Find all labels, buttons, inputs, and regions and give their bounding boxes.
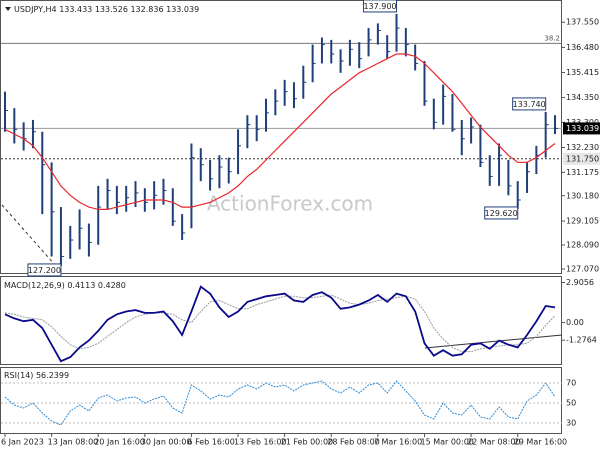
annotation-label: 133.740: [513, 100, 546, 109]
macd-value: 0.4280: [98, 281, 126, 290]
macd-title: MACD(12,26,9): [4, 281, 65, 290]
annotation-box: [484, 206, 519, 220]
y-tick-label: 135.415: [566, 68, 599, 77]
current-price-box: [563, 122, 600, 135]
x-tick-label: 6 Jan 2023: [1, 438, 44, 447]
x-tick-label: 7 Mar 16:00: [374, 438, 422, 447]
y-tick-label: 129.105: [566, 217, 599, 226]
y-tick-label: 131.175: [566, 168, 599, 177]
y-tick-label: 130.180: [566, 191, 599, 200]
macd-y-tick-label: 0.00: [566, 318, 584, 327]
x-tick-label: 22 Mar 08:00: [467, 438, 520, 447]
main-panel: [0, 0, 562, 274]
ohlc-close: 133.039: [166, 5, 199, 14]
y-tick-label: 137.550: [566, 18, 599, 27]
rsi-title: RSI(14): [4, 371, 33, 380]
y-tick-label: 133.300: [566, 118, 599, 127]
fib-label: 38.2: [544, 34, 560, 42]
annotation-label: 137.900: [363, 2, 396, 11]
macd-trend-line: [424, 334, 563, 349]
rsi-panel: [0, 367, 562, 434]
current-price-label: 133.039: [566, 124, 599, 133]
x-tick-label: 28 Feb 08:00: [327, 438, 379, 447]
ohlc-open: 133.433: [59, 5, 92, 14]
x-tick-label: 6 Feb 16:00: [187, 438, 234, 447]
support-box: [563, 152, 600, 165]
rsi-header: RSI(14) 56.2399: [4, 371, 69, 380]
moving-average: [4, 53, 556, 210]
macd-line: [4, 285, 556, 363]
rsi-y-tick-label: 50: [566, 399, 576, 408]
x-tick-label: 29 Mar 16:00: [514, 438, 567, 447]
annotation-label: 127.200: [28, 266, 61, 275]
x-tick-label: 20 Jan 16:00: [94, 438, 145, 447]
rsi-y-tick-label: 30: [566, 419, 576, 428]
watermark: ActionForex.com: [207, 192, 373, 216]
y-tick-label: 134.350: [566, 93, 599, 102]
trend-line: [1, 204, 56, 266]
macd-panel: [0, 276, 562, 365]
y-tick-label: 136.480: [566, 43, 599, 52]
macd-value: 0.4113: [67, 281, 95, 290]
ohlc-low: 132.836: [130, 5, 163, 14]
ohlc-high: 133.526: [95, 5, 128, 14]
y-tick-label: 127.070: [566, 264, 599, 273]
macd-y-tick-label: -1.2764: [566, 336, 597, 345]
annotation-label: 129.620: [485, 209, 518, 218]
macd-header: MACD(12,26,9) 0.4113 0.4280: [4, 281, 126, 290]
symbol: USDJPY,H4: [14, 5, 57, 14]
macd-y-tick-label: 2.9056: [566, 278, 594, 287]
x-tick-label: 15 Mar 00:00: [420, 438, 473, 447]
y-tick-label: 128.090: [566, 240, 599, 249]
x-tick-label: 13 Feb 16:00: [234, 438, 286, 447]
x-tick-label: 30 Jan 00:00: [141, 438, 192, 447]
rsi-value: 56.2399: [36, 371, 69, 380]
annotation-box: [27, 263, 62, 277]
rsi-line: [4, 380, 556, 426]
x-tick-label: 13 Jan 08:00: [48, 438, 99, 447]
annotation-box: [363, 0, 398, 13]
header: USDJPY,H4 133.433 133.526 132.836 133.03…: [14, 5, 199, 14]
rsi-y-tick-label: 70: [566, 379, 576, 388]
annotation-box: [512, 97, 547, 111]
y-tick-label: 132.230: [566, 143, 599, 152]
x-tick-label: 21 Feb 00:00: [281, 438, 333, 447]
symbol-arrow: [5, 7, 11, 11]
support-label: 131.750: [566, 154, 599, 163]
